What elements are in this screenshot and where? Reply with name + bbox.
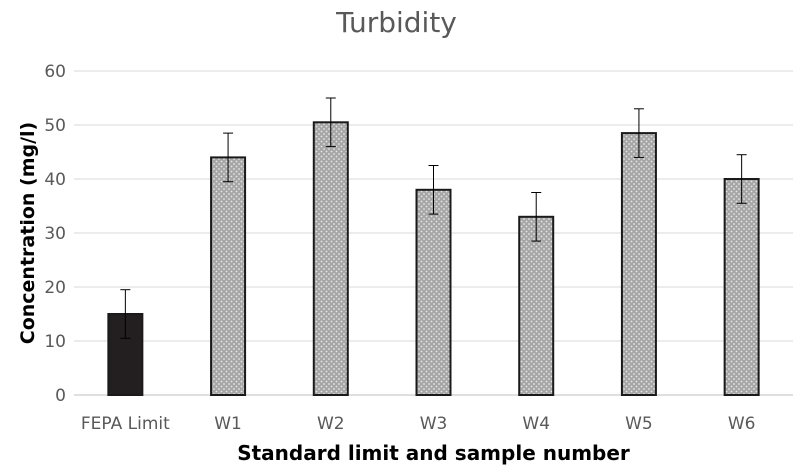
y-tick-label: 20 [44, 278, 66, 298]
y-tick-label: 0 [55, 386, 66, 406]
y-tick-label: 40 [44, 170, 66, 190]
x-tick-label: W2 [317, 414, 345, 434]
bar [620, 132, 657, 396]
x-tick-label: W5 [625, 414, 653, 434]
x-tick-label: W3 [420, 414, 448, 434]
y-axis-label: Concentration (mg/l) [17, 121, 39, 345]
x-tick-label: FEPA Limit [81, 414, 170, 434]
y-tick-label: 60 [44, 62, 66, 82]
bar [210, 156, 247, 396]
x-tick-label: W1 [214, 414, 242, 434]
y-tick-label: 10 [44, 332, 66, 352]
y-tick-label: 50 [44, 116, 66, 136]
bar [518, 215, 555, 396]
bar [415, 188, 452, 396]
x-tick-label: W4 [522, 414, 550, 434]
bar [312, 121, 349, 397]
bar [723, 178, 760, 396]
y-tick-label: 30 [44, 224, 66, 244]
chart-title: Turbidity [336, 6, 457, 39]
x-tick-label: W6 [728, 414, 756, 434]
x-axis-label: Standard limit and sample number [237, 441, 630, 465]
